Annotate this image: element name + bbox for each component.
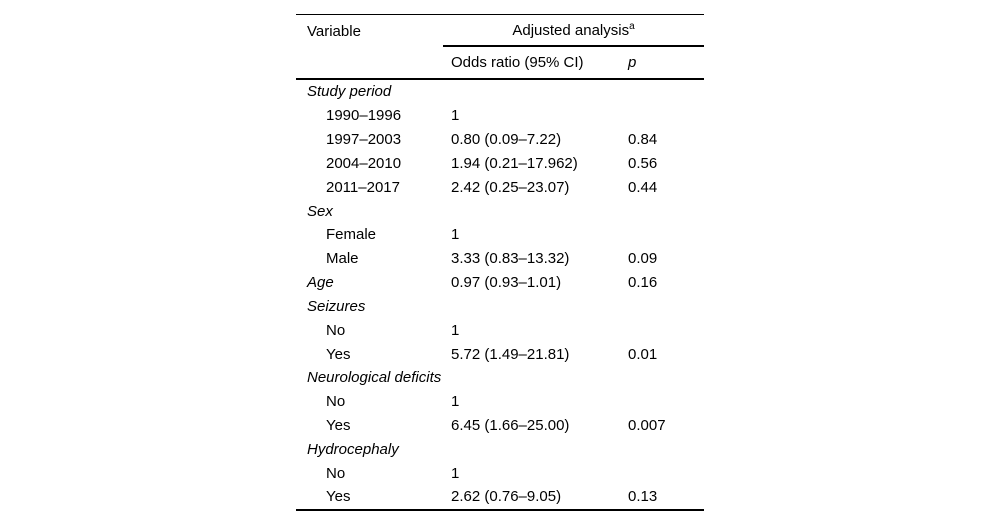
table-row: 2004–2010 1.94 (0.21–17.962) 0.56 (296, 151, 704, 175)
variable-cell: No (326, 464, 346, 482)
variable-cell: Female (326, 226, 377, 244)
table-row: 2011–2017 2.42 (0.25–23.07) 0.44 (296, 175, 704, 199)
table-row: Study period (296, 80, 704, 104)
table-row: Male 3.33 (0.83–13.32) 0.09 (296, 247, 704, 271)
odds-ratio-cell: 1.94 (0.21–17.962) (451, 154, 578, 172)
page-background: { "table": { "header": { "variable": "Va… (0, 14, 1000, 527)
odds-ratio-cell: 1 (451, 107, 460, 125)
table-row: Female 1 (296, 223, 704, 247)
p-value-cell: 0.01 (628, 345, 658, 363)
table-row: Hydrocephaly (296, 437, 704, 461)
table-row: 1997–2003 0.80 (0.09–7.22) 0.84 (296, 128, 704, 152)
odds-ratio-cell: 3.33 (0.83–13.32) (451, 250, 570, 268)
variable-cell: Yes (326, 417, 351, 434)
variable-cell: Age (307, 274, 334, 292)
variable-cell: Yes (326, 345, 351, 363)
table-row: Age 0.97 (0.93–1.01) 0.16 (296, 271, 704, 295)
table-row: No 1 (296, 390, 704, 414)
footnote-marker: a (629, 20, 635, 32)
p-value-cell: 0.13 (628, 488, 658, 506)
odds-ratio-cell: 5.72 (1.49–21.81) (451, 345, 570, 363)
p-value-cell: 0.007 (628, 417, 666, 434)
column-header-odds-ratio: Odds ratio (95% CI) (451, 54, 584, 71)
table-body: Study period 1990–1996 1 1997–2003 0.80 … (296, 80, 704, 509)
odds-ratio-cell: 1 (451, 226, 460, 244)
variable-cell: 1997–2003 (326, 131, 402, 149)
odds-ratio-cell: 6.45 (1.66–25.00) (451, 417, 570, 434)
variable-cell: No (326, 393, 346, 411)
variable-cell: 1990–1996 (326, 107, 402, 125)
column-header-p: p (628, 54, 637, 71)
table-row: Yes 6.45 (1.66–25.00) 0.007 (296, 414, 704, 438)
variable-cell: Neurological deficits (307, 369, 442, 387)
odds-ratio-cell: 1 (451, 321, 460, 339)
table-row: 1990–1996 1 (296, 104, 704, 128)
variable-cell: Sex (307, 202, 333, 220)
table-row: Yes 2.62 (0.76–9.05) 0.13 (296, 485, 704, 509)
table-row: Yes 5.72 (1.49–21.81) 0.01 (296, 342, 704, 366)
column-header-adjusted-analysis: Adjusted analysisa (443, 15, 704, 47)
odds-ratio-cell: 1 (451, 393, 460, 411)
table-row: No 1 (296, 318, 704, 342)
table-header-row-2: Odds ratio (95% CI) p (296, 47, 704, 80)
odds-ratio-cell: 0.97 (0.93–1.01) (451, 274, 562, 292)
p-value-cell: 0.09 (628, 250, 658, 268)
adjusted-analysis-table: Variable Adjusted analysisa Odds ratio (… (296, 14, 704, 511)
variable-cell: 2004–2010 (326, 154, 402, 172)
table-row: Neurological deficits (296, 366, 704, 390)
p-value-cell: 0.16 (628, 274, 658, 292)
p-value-cell: 0.84 (628, 131, 658, 149)
table-row: Sex (296, 199, 704, 223)
odds-ratio-cell: 2.42 (0.25–23.07) (451, 178, 570, 196)
variable-cell: Yes (326, 488, 351, 506)
odds-ratio-cell: 1 (451, 464, 460, 482)
column-header-variable: Variable (307, 22, 361, 40)
variable-cell: Hydrocephaly (307, 440, 399, 458)
table-header-row-1: Variable Adjusted analysisa (296, 15, 704, 47)
table-row: No 1 (296, 461, 704, 485)
odds-ratio-cell: 0.80 (0.09–7.22) (451, 131, 562, 149)
p-value-cell: 0.44 (628, 178, 658, 196)
variable-cell: Seizures (307, 297, 366, 315)
variable-cell: Male (326, 250, 359, 268)
variable-cell: No (326, 321, 346, 339)
odds-ratio-cell: 2.62 (0.76–9.05) (451, 488, 562, 506)
adjusted-analysis-label: Adjusted analysisa (512, 20, 635, 39)
table-row: Seizures (296, 294, 704, 318)
variable-cell: Study period (307, 83, 392, 101)
p-value-cell: 0.56 (628, 154, 658, 172)
variable-cell: 2011–2017 (326, 178, 400, 196)
